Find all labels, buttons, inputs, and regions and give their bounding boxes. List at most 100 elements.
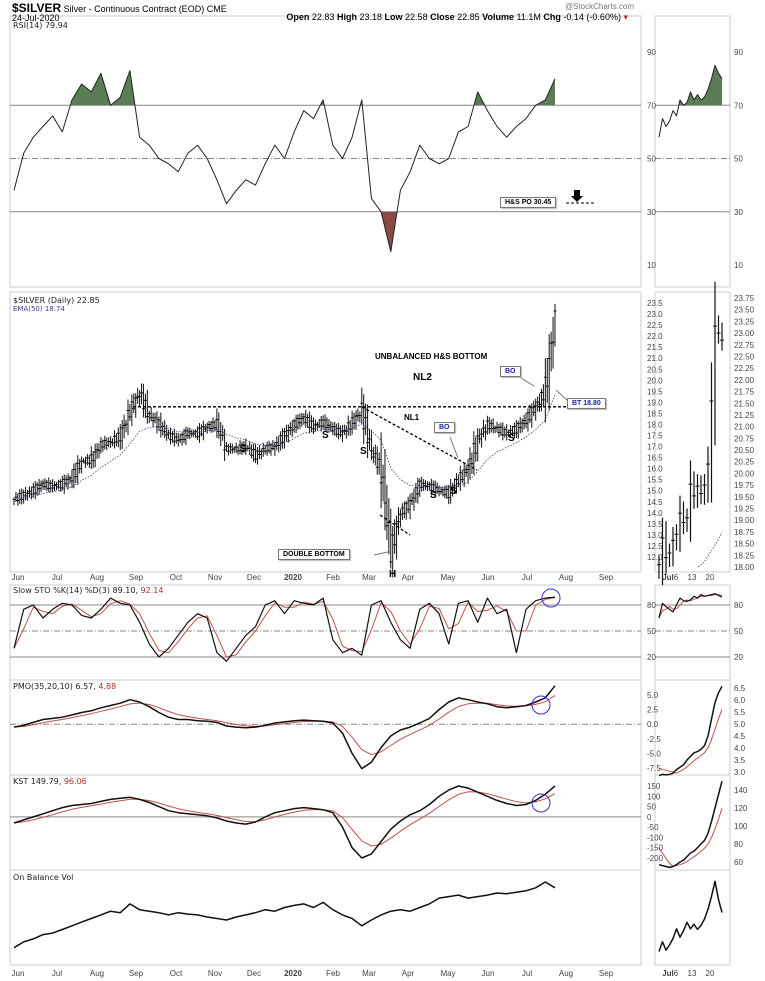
x-axis-label: Jul [52,969,62,978]
price-bar [165,425,169,441]
mini-x-axis-label: 20 [706,573,715,582]
x-axis-label: Nov [208,969,222,978]
price-bar [178,433,182,444]
price-bar [547,334,551,411]
shoulder-label: S [508,433,515,444]
price-bar [458,465,462,492]
x-axis-label: Sep [129,969,144,978]
x-axis-label: Dec [247,573,261,582]
price-bar [385,484,389,541]
mini-price-bar [671,527,675,567]
price-bar [395,515,399,560]
price-bar [340,424,344,443]
price-bar [85,453,89,466]
mini-price-axis-label: 23.25 [734,317,755,326]
price-bar [294,414,298,434]
neckline-2-label: NL2 [413,372,432,383]
x-axis-label: Mar [362,969,376,978]
shoulder-label: S [360,446,367,457]
price-bar [532,400,536,417]
price-bar [182,428,186,444]
price-bar [377,452,381,475]
low-value: 22.58 [405,12,428,22]
mini-price-axis-label: 22.50 [734,352,755,361]
price-bar [126,399,130,436]
mini-panel-frame [654,774,731,871]
price-bar [387,498,391,555]
price-bar [207,420,211,431]
close-value: 22.85 [457,12,480,22]
price-axis-label: 20.5 [647,365,663,374]
price-bar [217,412,221,439]
price-bar [205,422,209,434]
price-bar [507,429,511,438]
rsi-title: RSI(14) 79.94 [13,21,68,30]
price-bar [356,408,360,422]
price-bar [97,443,101,459]
price-bar [147,410,151,424]
price-bar [300,412,304,427]
price-bar [536,396,540,412]
price-bar [482,419,486,438]
mini-price-axis-label: 18.50 [734,540,755,549]
price-bar [64,475,68,488]
high-value: 23.18 [359,12,383,22]
x-axis-label: Nov [208,573,222,582]
obv-line [13,881,556,949]
chart-date: 24-Jul-2020 [12,13,60,23]
price-bar [317,418,321,429]
mini-price-axis-label: 22.75 [734,341,755,350]
price-bar [151,412,155,428]
mini-x-axis-label: Jul [662,573,674,582]
price-bar [512,422,516,439]
high-label: High [336,12,357,22]
pmo-axis-label: 2.5 [647,706,659,715]
mini-panel-frame [654,584,731,681]
price-bar [304,409,308,428]
price-bar [14,491,18,503]
price-bar [499,422,503,436]
price-bar [219,421,223,446]
price-bar [414,482,418,503]
price-bar [29,486,33,500]
price-bar [284,424,288,442]
price-bar [454,473,458,494]
sto-axis-label: 80 [647,601,656,610]
price-bar [313,419,317,432]
mini-kst-axis-label: 140 [734,786,748,795]
rsi-line [13,70,556,253]
obv-title: On Balance Vol [13,873,74,882]
price-bar [400,503,404,520]
mini-x-axis-label: 6 [674,969,679,978]
price-bar [364,403,368,436]
price-bar [373,444,377,466]
price-bar [252,443,256,462]
sto-d-line [13,597,556,658]
price-bar [267,440,271,454]
price-bar [199,424,203,437]
price-bar [240,441,244,455]
callout-pointer [373,551,389,556]
mini-x-axis-label: 13 [688,573,697,582]
mini-price-axis-label: 20.50 [734,446,755,455]
mini-price-axis-label: 20.75 [734,434,755,443]
price-bar [174,432,178,444]
price-axis-label: 17.5 [647,432,663,441]
mini-price-bar [702,473,707,505]
panel-frame [9,291,642,573]
price-bar [169,427,173,445]
price-bar [427,481,431,491]
price-bar [41,479,45,490]
price-bar [505,424,509,441]
mini-price-axis-label: 21.25 [734,411,755,420]
mini-price-axis-label: 18.75 [734,528,755,537]
price-bar [138,390,142,407]
price-bar [306,413,310,428]
price-bar [114,433,118,447]
price-axis-label: 23.0 [647,310,663,319]
price-bar [456,474,460,488]
price-bar [451,482,455,497]
mini-price-axis-label: 21.75 [734,388,755,397]
price-bar [242,440,246,454]
pattern-title: UNBALANCED H&S BOTTOM [375,352,488,361]
